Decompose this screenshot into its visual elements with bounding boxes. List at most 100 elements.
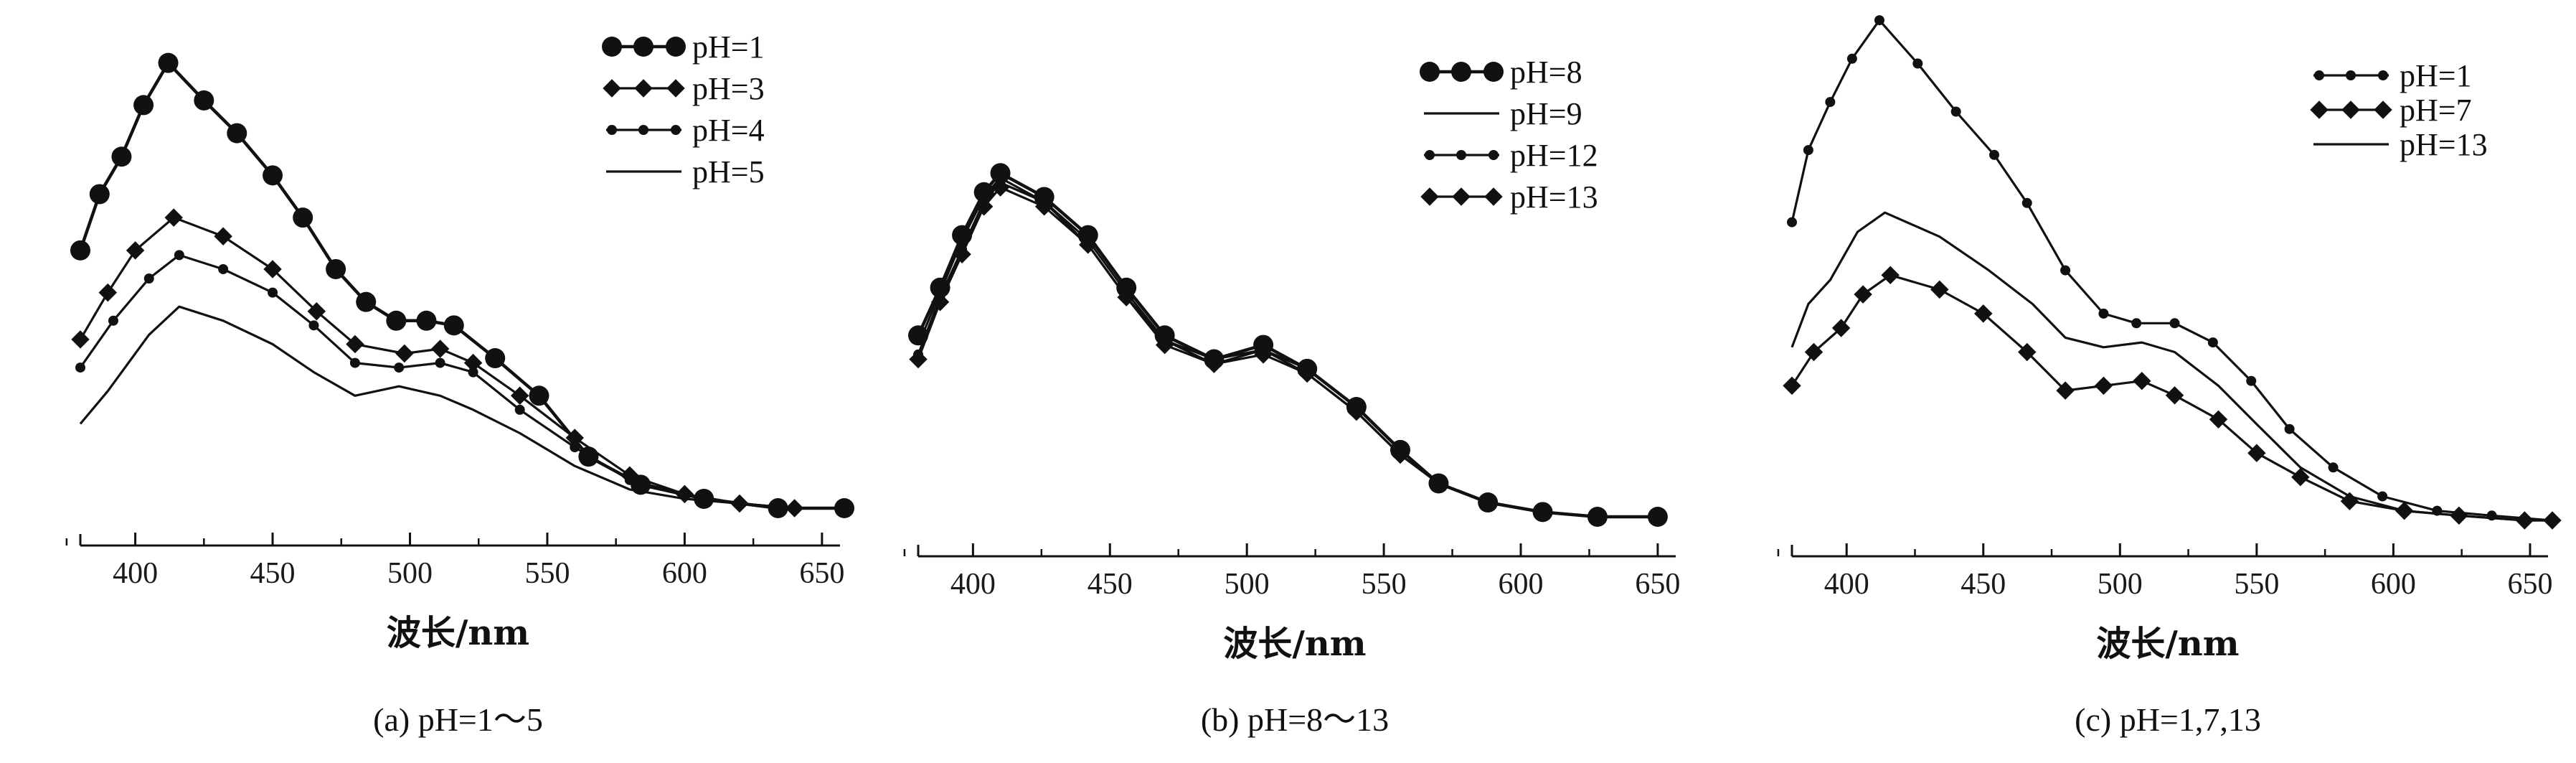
data-point [263, 260, 282, 278]
legend-label: pH=4 [692, 113, 765, 148]
legend-marker [1452, 187, 1471, 206]
data-point [510, 386, 529, 406]
data-point [485, 348, 506, 369]
legend-marker [638, 125, 648, 135]
x-tick-label: 550 [2234, 568, 2279, 601]
data-point [1787, 217, 1797, 228]
data-point [1950, 106, 1961, 117]
legend-marker [1483, 62, 1504, 82]
legend-marker [1488, 150, 1499, 160]
data-point [218, 263, 229, 274]
data-point [416, 310, 437, 331]
series-group [79, 305, 844, 510]
legend-item: pH=13 [2313, 127, 2488, 162]
data-point [227, 123, 247, 144]
series-group [908, 163, 1668, 527]
data-point [263, 165, 283, 186]
x-axis: 400 450 500 550 600 650 [1777, 543, 2552, 601]
data-point [1803, 145, 1813, 156]
legend-item: pH=5 [606, 154, 765, 189]
data-point [443, 315, 464, 336]
data-point [164, 208, 183, 227]
data-point [2328, 462, 2339, 473]
legend-label: pH=1 [692, 29, 765, 65]
legend: pH=1 pH=3 pH=4 pH=5 [602, 29, 765, 189]
data-point [133, 95, 154, 116]
series-group [913, 177, 1663, 522]
data-point [1825, 97, 1836, 108]
x-tick-label: 500 [2098, 568, 2143, 601]
data-point [395, 344, 414, 363]
series-group [1787, 15, 2557, 525]
x-tick-label: 400 [1824, 568, 1869, 601]
chart-panel: 400 450 500 550 600 650 波长/nm (c) pH=1,7,13 pH=1… [1777, 15, 2562, 738]
x-tick-label: 450 [1961, 568, 2006, 601]
data-point [679, 489, 690, 500]
legend-item: pH=13 [1420, 179, 1598, 215]
legend: pH=8 pH=9 pH=12 pH=13 [1420, 55, 1598, 215]
series-group [71, 208, 854, 518]
data-point [990, 163, 1011, 184]
legend-label: pH=9 [1510, 96, 1582, 131]
panel-caption: (b) pH=8～13 [1201, 701, 1389, 738]
legend-label: pH=1 [2400, 58, 2472, 93]
x-axis-title: 波长/nm [2096, 624, 2239, 664]
data-point [98, 283, 118, 302]
data-point [624, 474, 635, 485]
series-line [916, 171, 1658, 519]
data-point [308, 320, 319, 331]
data-point [307, 302, 326, 321]
legend: pH=1pH=7pH=13 [2310, 58, 2488, 162]
data-point [909, 350, 928, 369]
data-point [268, 287, 278, 298]
data-point [194, 90, 214, 111]
legend-marker [2374, 100, 2392, 119]
legend-label: pH=7 [2400, 93, 2472, 128]
legend-label: pH=13 [1510, 179, 1598, 215]
data-point [768, 498, 788, 518]
data-point [435, 357, 445, 368]
x-tick-label: 600 [2371, 568, 2416, 601]
x-axis-title: 波长/nm [1223, 624, 1366, 664]
data-point [75, 362, 85, 373]
data-point [346, 334, 364, 354]
legend-item: pH=9 [1424, 96, 1582, 131]
legend-marker [607, 125, 617, 135]
legend-marker [1456, 150, 1466, 160]
legend-marker [666, 79, 685, 98]
x-tick-label: 450 [250, 557, 296, 590]
data-point [1116, 277, 1137, 298]
series-group [1783, 266, 2562, 530]
data-point [158, 52, 179, 73]
data-point [111, 146, 132, 167]
legend-marker [1420, 62, 1440, 82]
data-point [126, 241, 145, 260]
legend-label: pH=13 [2400, 127, 2488, 162]
legend-marker [2341, 100, 2360, 119]
legend-marker [602, 37, 622, 57]
data-point [1930, 280, 1949, 299]
panel-caption: (c) pH=1,7,13 [2075, 701, 2261, 738]
data-point [514, 404, 525, 415]
legend-marker [2346, 70, 2356, 80]
x-axis: 400 450 500 550 600 650 [65, 533, 844, 590]
x-tick-label: 400 [113, 557, 158, 590]
series-group [917, 177, 1658, 518]
data-point [1912, 58, 1923, 69]
legend-label: pH=5 [692, 154, 765, 189]
data-point [71, 330, 90, 349]
legend-marker [2314, 70, 2324, 80]
data-point [2169, 318, 2180, 329]
legend-marker [1484, 187, 1503, 206]
legend-marker [634, 79, 653, 98]
data-point [565, 429, 584, 447]
legend-marker [2310, 100, 2329, 119]
data-point [2131, 318, 2142, 329]
data-point [70, 240, 90, 261]
x-tick-label: 650 [2507, 568, 2552, 601]
series-line [917, 186, 1658, 518]
legend-label: pH=3 [692, 71, 765, 106]
x-tick-label: 500 [1225, 568, 1270, 601]
legend-marker [603, 79, 621, 98]
